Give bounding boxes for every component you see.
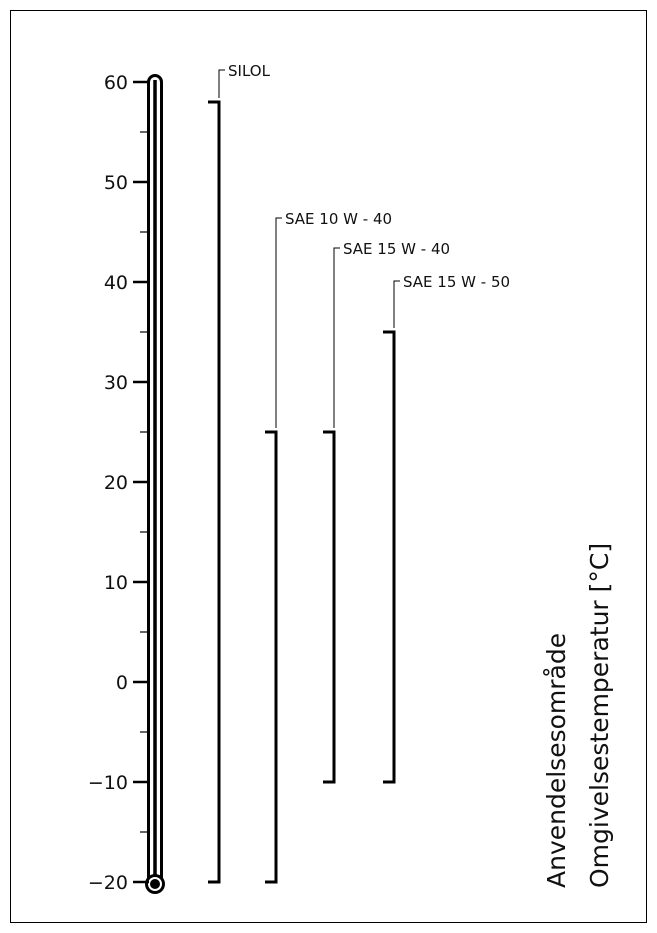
- y-tick-label: 0: [116, 672, 128, 694]
- series-label: SAE 15 W - 40: [343, 240, 450, 258]
- range-bar: SILOL: [208, 62, 271, 884]
- y-axis-ticks: 60 50 40 30 20 10 0 −10 −20: [88, 72, 149, 894]
- range-bars: SILOL SAE 10 W - 40 SAE 15 W - 40 SAE 15 W …: [208, 62, 510, 884]
- y-tick-label: −10: [88, 772, 128, 794]
- range-bar: SAE 15 W - 50: [383, 273, 510, 784]
- chart-frame: [10, 10, 647, 923]
- series-label: SAE 15 W - 50: [403, 273, 510, 291]
- range-bar: SAE 10 W - 40: [265, 210, 392, 884]
- y-tick-label: 10: [104, 572, 128, 594]
- axis-title-line-1: Anvendelsesområde: [542, 633, 571, 888]
- range-bar: SAE 15 W - 40: [323, 240, 450, 784]
- series-label: SILOL: [228, 62, 271, 80]
- series-label: SAE 10 W - 40: [285, 210, 392, 228]
- thermometer-icon: [145, 74, 165, 894]
- y-tick-label: 60: [104, 72, 128, 94]
- y-tick-label: 50: [104, 172, 128, 194]
- y-tick-label: 30: [104, 372, 128, 394]
- axis-title-line-2: Omgivelsestemperatur [°C]: [585, 543, 614, 888]
- y-tick-label: 20: [104, 472, 128, 494]
- y-tick-label: 40: [104, 272, 128, 294]
- y-tick-label: −20: [88, 872, 128, 894]
